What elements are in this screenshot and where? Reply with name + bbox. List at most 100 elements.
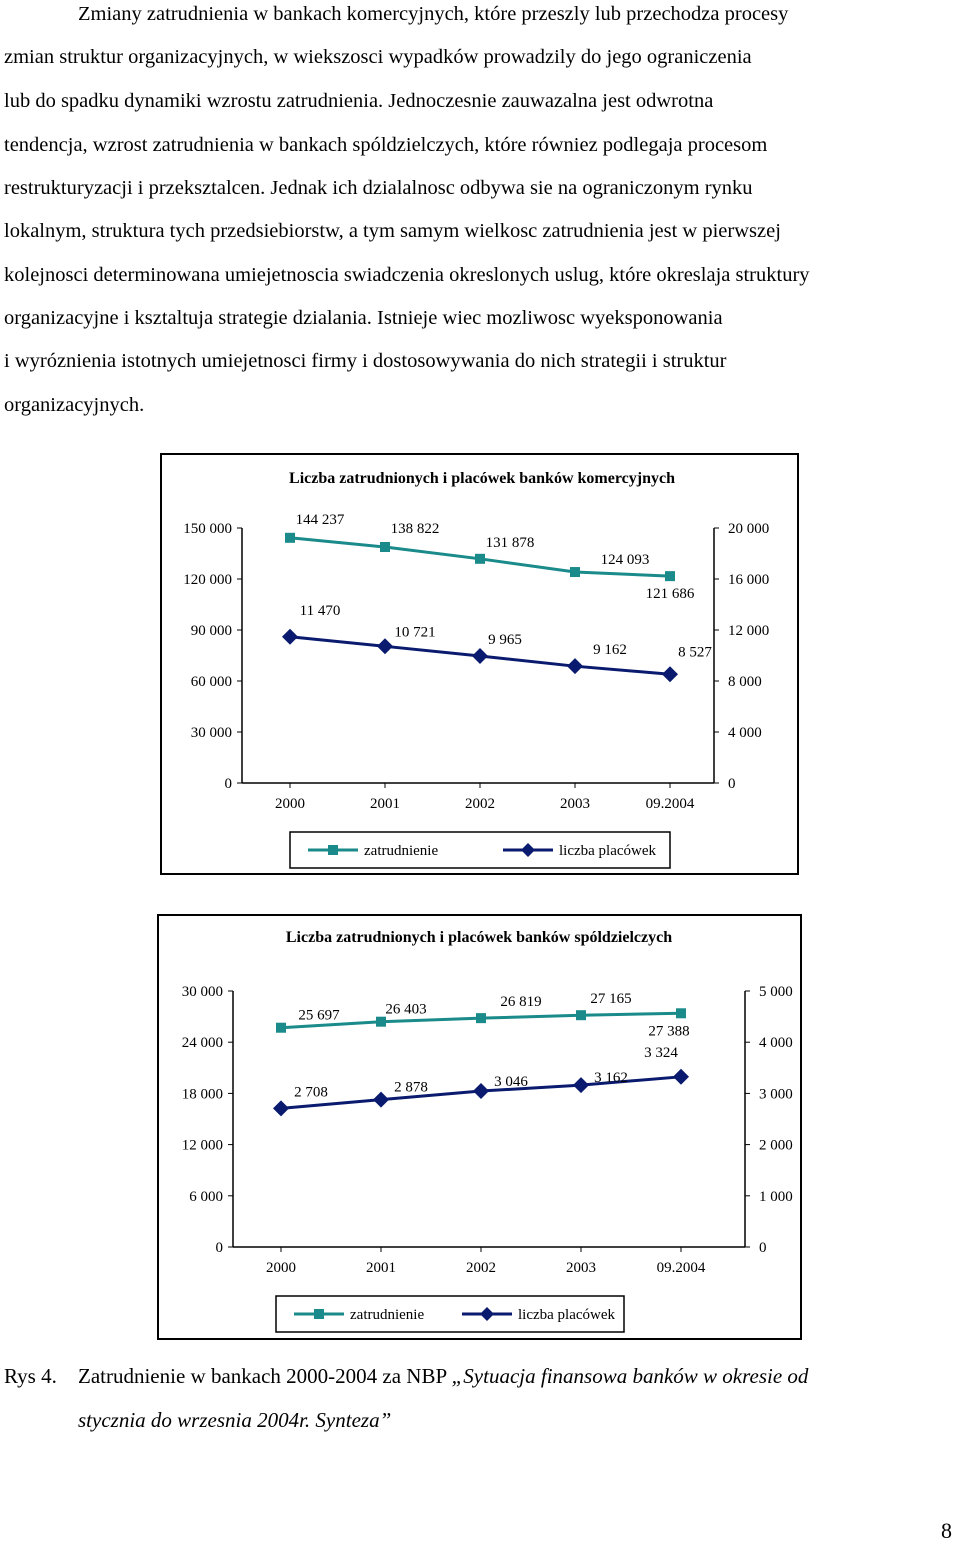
point-marker-branches <box>373 1091 389 1108</box>
point-marker-employment <box>376 1016 386 1027</box>
chart-cooperative-svg: Liczba zatrudnionych i placówek banków s… <box>182 929 793 1333</box>
y-left-tick-label: 30 000 <box>182 984 223 1000</box>
figure-label: Rys 4. <box>4 1364 57 1388</box>
y-left-tick-label: 0 <box>225 776 233 792</box>
legend-label: zatrudnienie <box>364 843 438 859</box>
y-left-tick-label: 12 000 <box>182 1138 223 1154</box>
data-label: 121 686 <box>646 586 695 602</box>
figure-caption: Zatrudnienie w bankach 2000-2004 za NBP … <box>78 1364 808 1389</box>
y-right-tick-label: 8 000 <box>728 674 762 690</box>
figure-caption-text: Zatrudnienie w bankach 2000-2004 za NBP <box>78 1364 447 1388</box>
point-marker-branches <box>473 1083 489 1100</box>
point-marker-branches <box>662 666 678 683</box>
data-label: 2 878 <box>394 1080 428 1096</box>
chart-commercial-banks: Liczba zatrudnionych i placówek banków k… <box>160 453 799 875</box>
chart-commercial-svg: Liczba zatrudnionych i placówek banków k… <box>183 470 769 869</box>
data-label: 26 819 <box>500 994 541 1010</box>
figure-caption-source-2: stycznia do wrzesnia 2004r. Synteza” <box>78 1408 392 1432</box>
figure-caption-source: „Sytuacja finansowa banków w okresie od <box>451 1364 809 1388</box>
data-label: 3 046 <box>494 1074 528 1090</box>
page-number: 8 <box>941 1518 952 1543</box>
data-label: 26 403 <box>385 1002 426 1018</box>
chart-title: Liczba zatrudnionych i placówek banków s… <box>286 929 672 946</box>
point-marker-branches <box>573 1077 589 1094</box>
data-label: 27 388 <box>648 1023 689 1039</box>
data-label: 2 708 <box>294 1084 328 1100</box>
point-marker-employment <box>476 1013 486 1024</box>
legend-marker-employment <box>328 845 338 855</box>
x-tick-label: 09.2004 <box>657 1260 706 1276</box>
y-left-tick-label: 0 <box>216 1240 224 1256</box>
data-label: 27 165 <box>590 991 631 1007</box>
data-label: 3 162 <box>594 1070 628 1086</box>
y-left-tick-label: 18 000 <box>182 1086 223 1102</box>
point-marker-branches <box>273 1100 289 1117</box>
point-marker-branches <box>472 647 488 664</box>
y-right-tick-label: 16 000 <box>728 572 769 588</box>
point-marker-employment <box>576 1010 586 1021</box>
legend-marker-employment <box>314 1309 324 1319</box>
y-right-tick-label: 20 000 <box>728 521 769 537</box>
y-right-tick-label: 3 000 <box>759 1086 793 1102</box>
y-right-tick-label: 12 000 <box>728 623 769 639</box>
data-label: 8 527 <box>678 644 712 660</box>
point-marker-branches <box>673 1068 689 1085</box>
y-left-tick-label: 90 000 <box>191 623 232 639</box>
paragraph-line: organizacyjne i ksztaltuja strategie dzi… <box>4 307 723 329</box>
paragraph-line: lokalnym, struktura tych przedsiebiorstw… <box>4 220 781 242</box>
y-left-tick-label: 60 000 <box>191 674 232 690</box>
point-marker-employment <box>285 532 295 543</box>
y-left-tick-label: 24 000 <box>182 1035 223 1051</box>
y-right-tick-label: 5 000 <box>759 984 793 1000</box>
y-left-tick-label: 30 000 <box>191 725 232 741</box>
data-label: 131 878 <box>486 535 535 551</box>
data-label: 138 822 <box>391 521 440 537</box>
y-right-tick-label: 4 000 <box>728 725 762 741</box>
data-label: 11 470 <box>300 603 341 619</box>
chart-title: Liczba zatrudnionych i placówek banków k… <box>289 470 675 487</box>
y-left-tick-label: 6 000 <box>189 1189 223 1205</box>
paragraph-line: tendencja, wzrost zatrudnienia w bankach… <box>4 134 768 156</box>
paragraph-line: restrukturyzacji i przeksztalcen. Jednak… <box>4 177 753 199</box>
data-label: 124 093 <box>601 552 650 568</box>
paragraph-line: lub do spadku dynamiki wzrostu zatrudnie… <box>4 90 714 112</box>
x-tick-label: 2000 <box>275 796 305 812</box>
x-tick-label: 2002 <box>466 1260 496 1276</box>
point-marker-employment <box>570 567 580 578</box>
x-tick-label: 2002 <box>465 796 495 812</box>
y-right-tick-label: 4 000 <box>759 1035 793 1051</box>
y-left-tick-label: 120 000 <box>183 572 232 588</box>
x-tick-label: 2000 <box>266 1260 296 1276</box>
chart-cooperative-banks: Liczba zatrudnionych i placówek banków s… <box>157 914 802 1340</box>
figure-caption-line2: stycznia do wrzesnia 2004r. Synteza” <box>78 1408 391 1433</box>
x-tick-label: 2001 <box>370 796 400 812</box>
x-tick-label: 09.2004 <box>646 796 695 812</box>
paragraph-line: kolejnosci determinowana umiejetnoscia s… <box>4 264 810 286</box>
data-label: 9 162 <box>593 642 627 658</box>
point-marker-employment <box>380 542 390 553</box>
point-marker-employment <box>665 571 675 582</box>
paragraph-line: Zmiany zatrudnienia w bankach komercyjny… <box>78 3 789 25</box>
y-right-tick-label: 1 000 <box>759 1189 793 1205</box>
paragraph-line: i wyróznienia istotnych umiejetnosci fir… <box>4 350 727 372</box>
x-tick-label: 2003 <box>566 1260 596 1276</box>
data-label: 9 965 <box>488 632 522 648</box>
y-left-tick-label: 150 000 <box>183 521 232 537</box>
data-label: 10 721 <box>394 624 435 640</box>
x-tick-label: 2001 <box>366 1260 396 1276</box>
legend-label: liczba placówek <box>559 843 657 859</box>
legend-marker-branches <box>480 1307 494 1321</box>
paragraph-line: organizacyjnych. <box>4 394 145 416</box>
legend-label: zatrudnienie <box>350 1307 424 1323</box>
x-tick-label: 2003 <box>560 796 590 812</box>
data-label: 144 237 <box>296 512 345 528</box>
y-right-tick-label: 0 <box>728 776 736 792</box>
legend-marker-branches <box>521 843 535 857</box>
point-marker-employment <box>475 553 485 564</box>
y-right-tick-label: 0 <box>759 1240 767 1256</box>
point-marker-branches <box>377 638 393 655</box>
y-right-tick-label: 2 000 <box>759 1138 793 1154</box>
point-marker-branches <box>282 628 298 645</box>
point-marker-employment <box>676 1008 686 1019</box>
point-marker-branches <box>567 658 583 675</box>
